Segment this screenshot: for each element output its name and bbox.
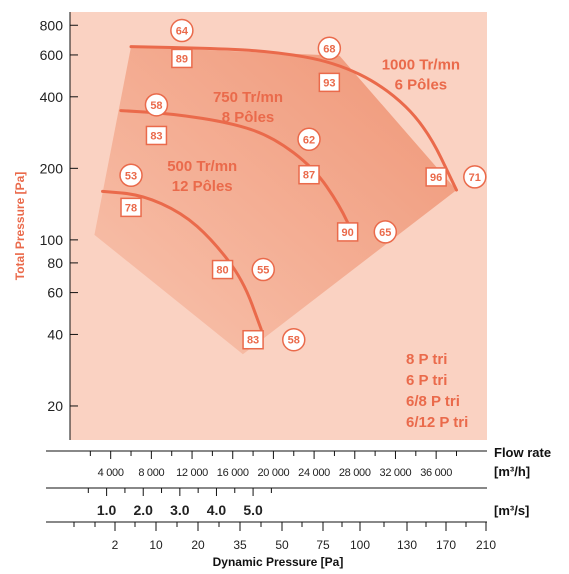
flow-m3h-tick-label: 12 000 xyxy=(176,467,208,479)
flow-m3h-tick-label: 4 000 xyxy=(98,467,124,479)
dynamic-pressure-tick-label: 50 xyxy=(275,538,289,552)
speed-label-0-line-0: 1000 Tr/mn xyxy=(382,57,460,74)
circle-marker-label: 62 xyxy=(303,134,315,146)
square-marker xyxy=(120,197,142,218)
y-tick-label: 800 xyxy=(40,17,64,33)
y-tick-label: 200 xyxy=(40,160,64,176)
series-line-1 xyxy=(119,109,357,240)
speed-label-0-line-1: 6 Pôles xyxy=(395,77,448,94)
speed-label-1-line-0: 750 Tr/mn xyxy=(213,89,283,106)
square-marker xyxy=(425,167,447,187)
flow-m3s-tick-label: 3.0 xyxy=(170,502,190,518)
motor-type-label: 6/12 P tri xyxy=(406,414,468,431)
circle-marker xyxy=(144,93,169,117)
circle-marker-label: 68 xyxy=(323,43,335,55)
flow-m3s-tick-label: 5.0 xyxy=(243,502,263,518)
circle-marker-label: 64 xyxy=(176,26,189,38)
flow-m3s-tick-label: 2.0 xyxy=(133,502,153,518)
square-marker xyxy=(318,72,341,93)
circle-marker-label: 58 xyxy=(288,335,300,347)
dynamic-pressure-tick-label: 2 xyxy=(112,538,119,552)
dynamic-pressure-axis-title: Dynamic Pressure [Pa] xyxy=(213,555,344,569)
square-marker-label: 89 xyxy=(176,53,188,65)
dynamic-pressure-tick-label: 170 xyxy=(436,538,456,552)
circle-marker-label: 55 xyxy=(257,265,269,277)
square-marker xyxy=(211,259,234,280)
motor-type-label: 8 P tri xyxy=(406,351,447,368)
circle-marker xyxy=(170,18,194,43)
square-marker xyxy=(171,48,193,69)
flow-m3s-unit: [m³/s] xyxy=(494,503,529,518)
circle-marker-label: 65 xyxy=(379,227,391,239)
dynamic-pressure-tick-label: 35 xyxy=(233,538,247,552)
circle-marker-label: 53 xyxy=(125,170,137,182)
flow-m3s-tick-label: 4.0 xyxy=(207,502,227,518)
circle-marker-label: 71 xyxy=(469,172,481,184)
y-axis-title: Total Pressure [Pa] xyxy=(13,172,27,280)
flow-m3h-tick-label: 16 000 xyxy=(217,467,249,479)
y-tick-label: 100 xyxy=(40,232,64,248)
square-marker xyxy=(242,329,264,350)
motor-type-label: 6/8 P tri xyxy=(406,393,460,410)
square-marker-label: 96 xyxy=(430,172,442,184)
speed-label-2-line-1: 12 Pôles xyxy=(172,178,233,195)
square-marker-label: 83 xyxy=(247,335,259,347)
series-line-0 xyxy=(129,45,458,192)
speed-label-1-line-1: 8 Pôles xyxy=(222,109,275,126)
square-marker-label: 87 xyxy=(303,170,315,182)
dynamic-pressure-tick-label: 100 xyxy=(350,538,370,552)
square-marker xyxy=(145,125,168,146)
circle-marker xyxy=(297,127,321,152)
circle-marker xyxy=(317,36,342,61)
operating-envelope xyxy=(94,46,457,355)
y-tick-label: 80 xyxy=(47,255,63,271)
square-marker-label: 80 xyxy=(216,265,228,277)
circle-marker xyxy=(119,163,143,188)
flow-m3h-tick-label: 28 000 xyxy=(339,467,371,479)
dynamic-pressure-tick-label: 210 xyxy=(476,538,496,552)
speed-label-2-line-0: 500 Tr/mn xyxy=(167,158,237,175)
dynamic-pressure-tick-label: 130 xyxy=(397,538,417,552)
square-marker-label: 83 xyxy=(150,130,162,142)
square-marker-label: 93 xyxy=(323,77,335,89)
y-tick-label: 40 xyxy=(47,326,63,342)
y-tick-label: 20 xyxy=(47,398,63,414)
motor-type-label: 6 P tri xyxy=(406,372,447,389)
flow-m3h-tick-label: 36 000 xyxy=(420,467,452,479)
circle-marker xyxy=(463,165,487,189)
flow-m3s-tick-label: 1.0 xyxy=(97,502,117,518)
circle-marker-label: 58 xyxy=(150,100,162,112)
y-tick-label: 600 xyxy=(40,47,64,63)
y-tick-label: 400 xyxy=(40,89,64,105)
y-tick-label: 60 xyxy=(47,285,63,301)
dynamic-pressure-tick-label: 10 xyxy=(149,538,163,552)
flow-m3h-tick-label: 24 000 xyxy=(298,467,330,479)
square-marker xyxy=(298,164,320,185)
dynamic-pressure-tick-label: 75 xyxy=(316,538,330,552)
dynamic-pressure-tick-label: 20 xyxy=(191,538,205,552)
circle-marker xyxy=(373,220,398,244)
square-marker-label: 78 xyxy=(125,202,137,214)
flow-axis-title: Flow rate xyxy=(494,445,551,460)
flow-m3h-unit: [m³/h] xyxy=(494,464,530,479)
flow-m3h-tick-label: 20 000 xyxy=(257,467,289,479)
square-marker xyxy=(336,222,359,242)
circle-marker xyxy=(282,327,306,352)
square-marker-label: 90 xyxy=(342,227,354,239)
flow-m3h-tick-label: 32 000 xyxy=(380,467,412,479)
flow-m3h-tick-label: 8 000 xyxy=(138,467,164,479)
circle-marker xyxy=(251,257,275,282)
